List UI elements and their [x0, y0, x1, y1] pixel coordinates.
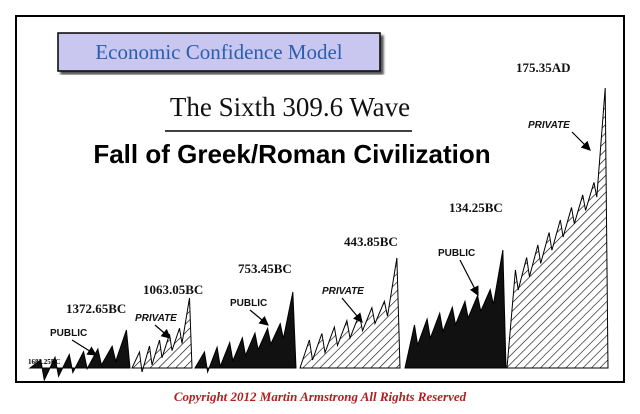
- title-box: [57, 32, 381, 72]
- arrow: [341, 297, 363, 323]
- wave: [131, 297, 193, 373]
- title-box-text: Economic Confidence Model: [95, 40, 342, 64]
- sector-label: PRIVATE: [322, 286, 364, 297]
- sector-label: PUBLIC: [230, 298, 267, 309]
- date-label: 1682.25BC: [28, 358, 60, 366]
- subtitle: The Sixth 309.6 Wave: [170, 92, 410, 122]
- wave: [404, 249, 507, 369]
- wave: [299, 257, 401, 369]
- wave: [194, 291, 297, 374]
- date-label: 1063.05BC: [143, 282, 203, 297]
- heading: Fall of Greek/Roman Civilization: [93, 139, 490, 169]
- wave: [28, 329, 131, 382]
- sector-label: PUBLIC: [438, 248, 475, 259]
- date-label: 1372.65BC: [66, 301, 126, 316]
- footer: Copyright 2012 Martin Armstrong All Righ…: [174, 389, 467, 404]
- arrow: [571, 131, 591, 151]
- frame: [15, 15, 625, 383]
- sector-label: PRIVATE: [135, 313, 177, 324]
- sector-label: PUBLIC: [50, 328, 87, 339]
- date-label: 443.85BC: [344, 234, 398, 249]
- date-label: 175.35AD: [516, 60, 571, 75]
- arrow: [459, 259, 479, 297]
- date-label: 134.25BC: [449, 200, 503, 215]
- wave: [506, 87, 609, 369]
- arrow: [154, 324, 171, 339]
- sector-label: PRIVATE: [528, 120, 570, 131]
- waves: [28, 87, 609, 382]
- arrow: [71, 339, 98, 356]
- date-label: 753.45BC: [238, 261, 292, 276]
- arrow: [249, 309, 269, 326]
- arrows: [71, 131, 591, 356]
